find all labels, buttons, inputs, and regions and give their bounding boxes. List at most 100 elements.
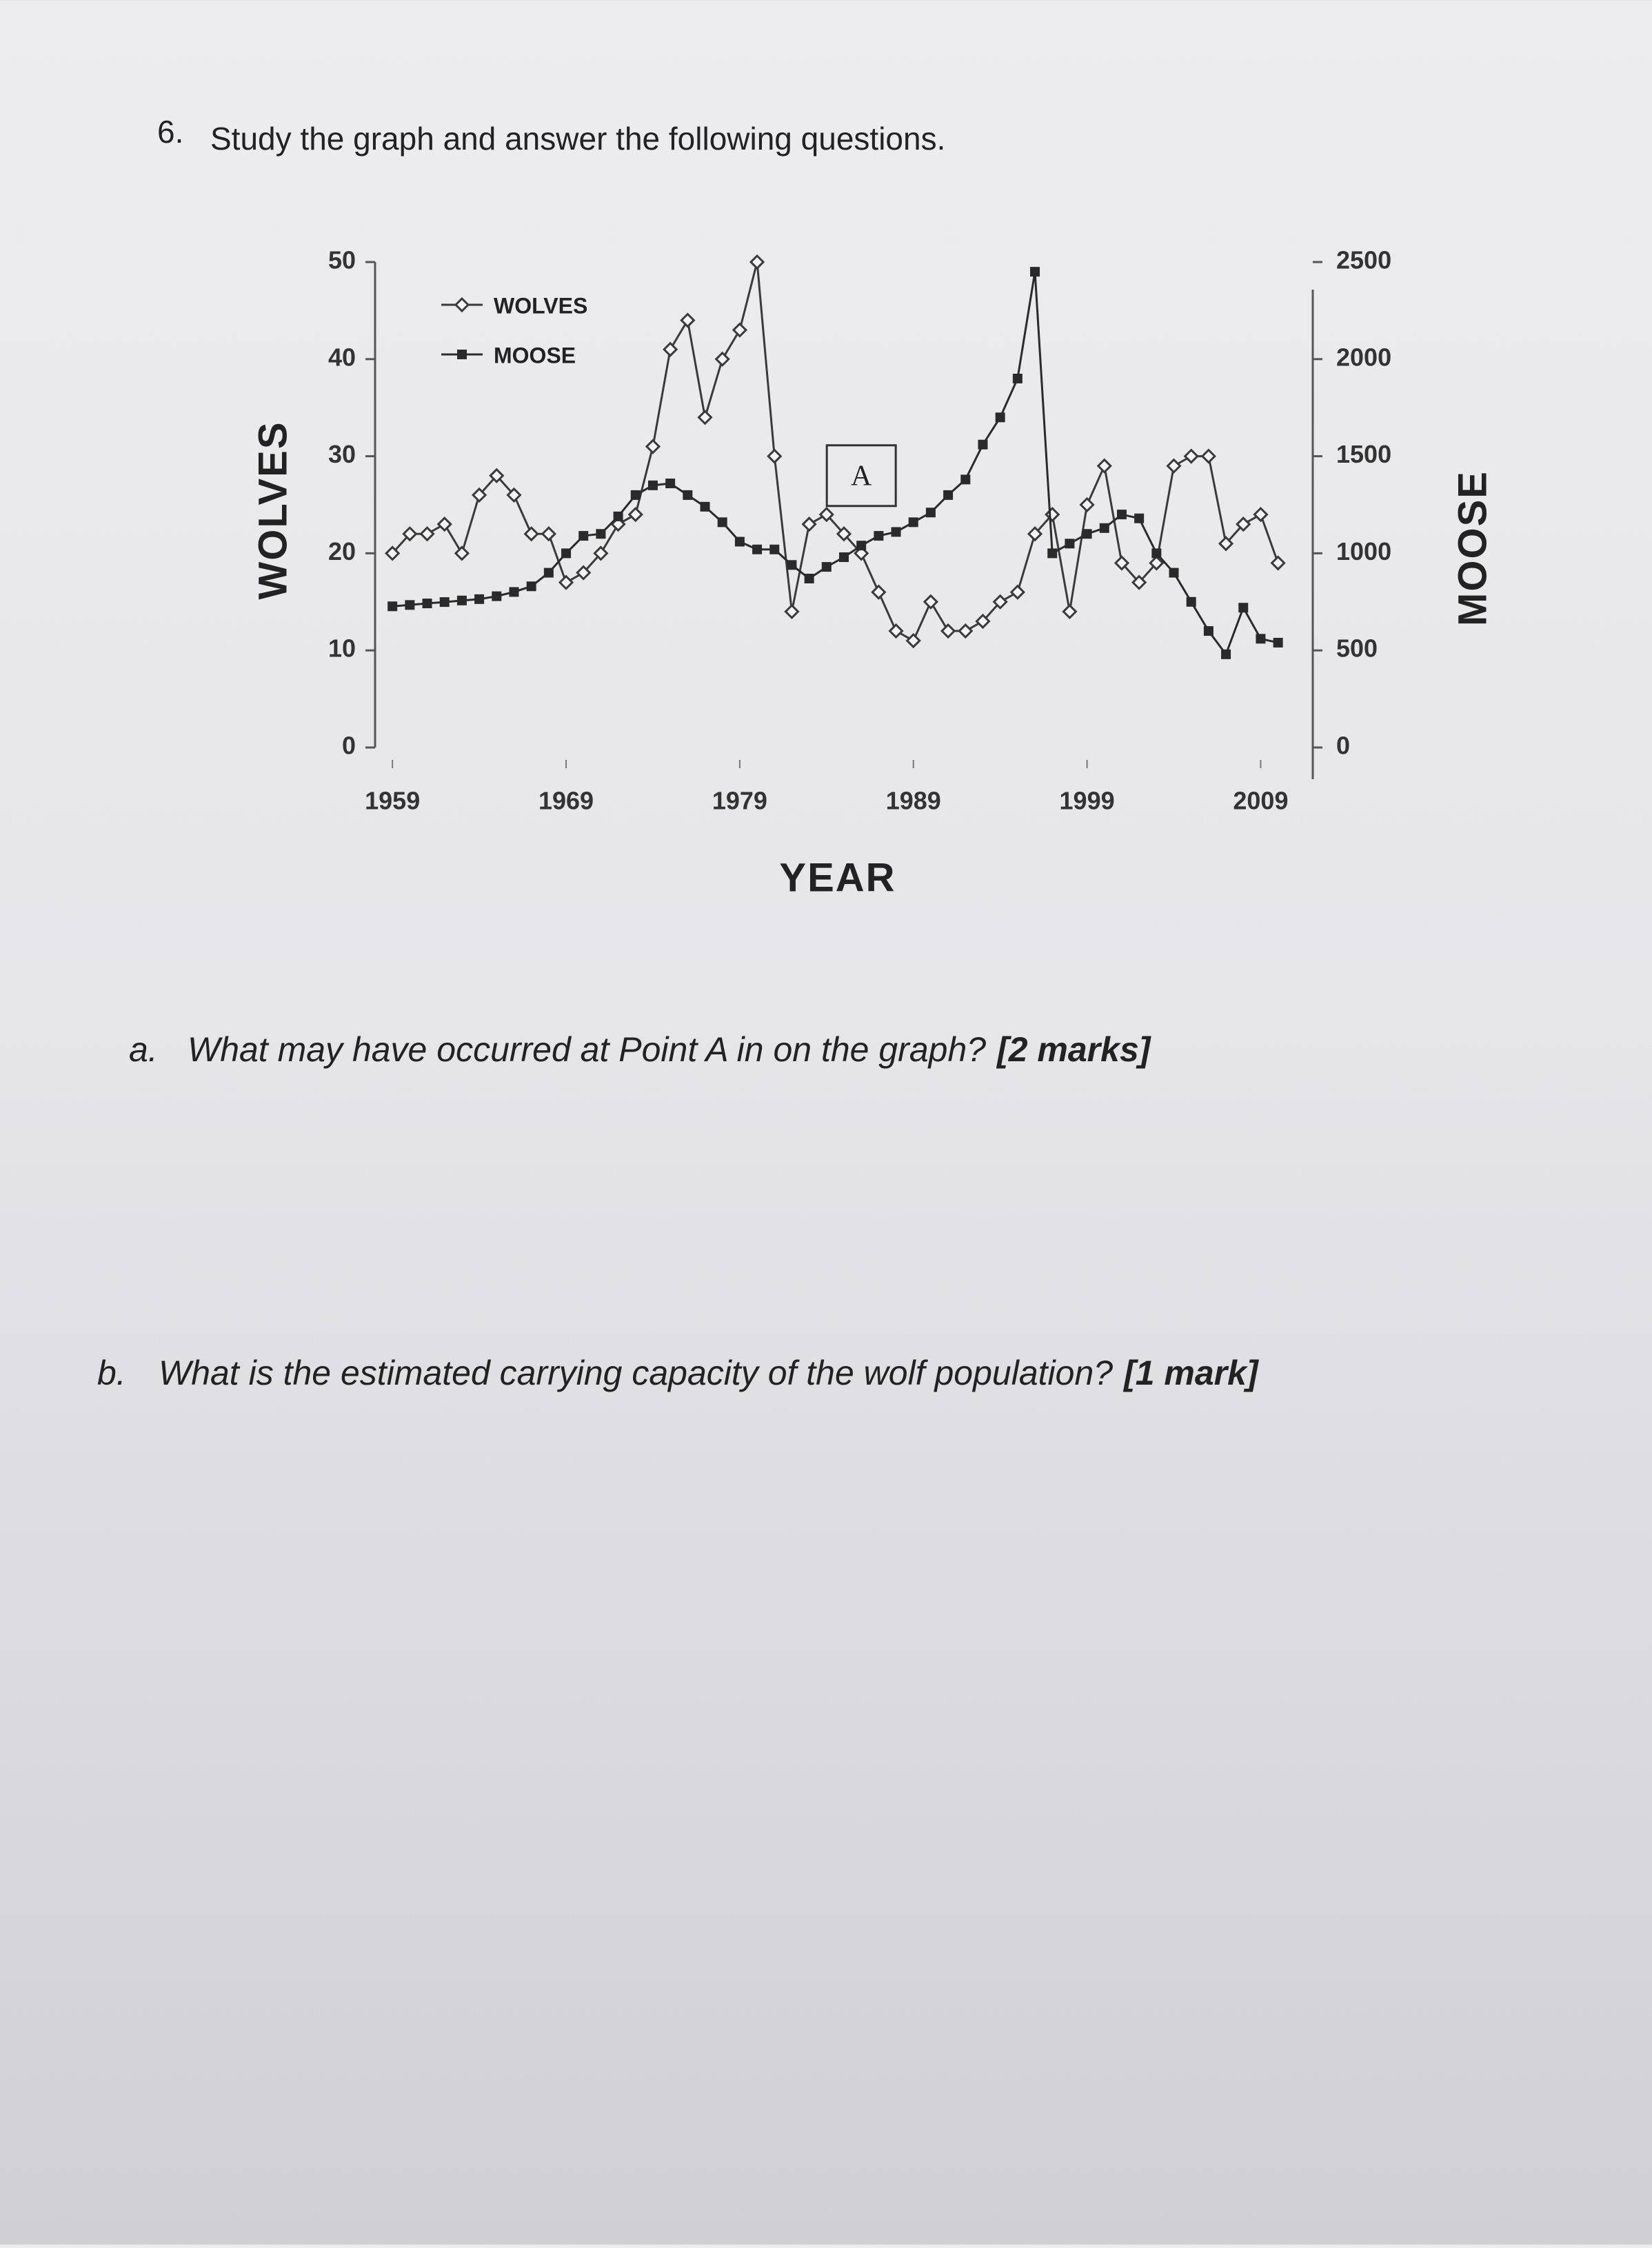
data-point — [995, 412, 1005, 423]
data-point — [541, 526, 556, 542]
data-point — [405, 600, 415, 610]
data-point — [943, 490, 954, 500]
data-point — [1027, 526, 1043, 542]
data-point — [1131, 574, 1147, 590]
data-point — [769, 544, 780, 554]
data-point — [905, 632, 921, 649]
data-point — [1062, 603, 1078, 620]
x-tick-label: 1969 — [538, 787, 594, 815]
data-point — [1116, 510, 1127, 520]
y2-tick-label: 500 — [1336, 634, 1378, 663]
part-question: What may have occurred at Point A in on … — [188, 1030, 986, 1069]
data-point — [874, 531, 884, 541]
data-point — [506, 487, 522, 503]
data-point — [578, 531, 589, 541]
data-point — [1169, 568, 1179, 578]
data-point — [960, 474, 971, 485]
data-point — [680, 312, 696, 328]
legend-marker — [457, 350, 467, 359]
data-point — [576, 565, 592, 581]
data-point — [593, 545, 609, 561]
data-point — [925, 508, 936, 518]
data-point — [1030, 267, 1040, 277]
data-point — [1134, 513, 1145, 523]
data-point — [767, 448, 783, 464]
data-point — [1079, 496, 1095, 513]
data-point — [402, 526, 418, 542]
data-point — [1200, 448, 1217, 464]
data-point — [561, 548, 572, 559]
data-point — [821, 562, 832, 572]
data-point — [836, 526, 852, 542]
data-point — [492, 591, 502, 601]
data-point — [975, 613, 991, 630]
data-point — [558, 574, 574, 590]
part-marks: [1 mark] — [1122, 1354, 1260, 1392]
data-point — [1082, 529, 1092, 539]
data-point — [958, 623, 974, 639]
y-tick-label: 30 — [328, 440, 356, 468]
data-point — [683, 490, 693, 500]
y-tick-label: 0 — [342, 732, 356, 760]
x-tick-label: 1979 — [712, 787, 767, 815]
data-point — [627, 506, 643, 523]
data-point — [732, 322, 748, 338]
question-text: Study the graph and answer the following… — [210, 121, 945, 157]
data-point — [1012, 373, 1023, 383]
y2-axis-label: MOOSE — [1450, 470, 1495, 626]
y-tick-label: 50 — [328, 246, 356, 274]
data-point — [645, 439, 661, 454]
data-point — [1009, 584, 1025, 600]
y2-tick-label: 0 — [1336, 732, 1350, 760]
data-point — [665, 479, 676, 489]
data-point — [1256, 634, 1266, 644]
legend-marker — [454, 297, 470, 313]
data-point — [543, 568, 554, 578]
data-point — [1238, 603, 1249, 613]
data-point — [1166, 458, 1182, 474]
part-question: What is the estimated carrying capacity … — [159, 1354, 1113, 1392]
x-tick-label: 2009 — [1233, 787, 1288, 815]
data-point — [891, 527, 901, 537]
legend-label: WOLVES — [494, 293, 587, 318]
data-point — [1047, 548, 1058, 559]
data-point — [509, 587, 519, 597]
data-point — [471, 487, 487, 503]
x-axis-label: YEAR — [779, 855, 896, 900]
data-point — [422, 599, 432, 609]
data-point — [1183, 448, 1199, 464]
data-point — [908, 517, 918, 528]
data-point — [717, 517, 727, 528]
data-point — [454, 545, 470, 561]
data-point — [456, 595, 467, 605]
data-point — [1221, 649, 1231, 659]
series-line — [392, 271, 1278, 656]
data-point — [1218, 536, 1234, 552]
data-point — [784, 603, 800, 620]
data-point — [871, 584, 887, 600]
data-point — [1096, 458, 1112, 474]
data-point — [439, 597, 450, 608]
data-point — [1203, 626, 1213, 636]
data-point — [1253, 506, 1269, 523]
data-point — [801, 516, 817, 532]
y2-tick-label: 2000 — [1336, 343, 1391, 371]
y-tick-label: 10 — [328, 634, 356, 663]
data-point — [749, 254, 765, 270]
x-tick-label: 1999 — [1060, 787, 1115, 815]
question-number: 6. — [157, 114, 183, 150]
data-point — [940, 623, 956, 639]
part-label: a. — [129, 1030, 158, 1069]
data-point — [787, 560, 797, 570]
part-marks: [2 marks] — [996, 1030, 1152, 1069]
annotation-box — [825, 444, 897, 508]
data-point — [489, 468, 505, 483]
legend-label: MOOSE — [494, 343, 576, 368]
data-point — [647, 480, 658, 490]
data-point — [1186, 596, 1196, 607]
data-point — [700, 501, 710, 512]
data-point — [978, 439, 988, 450]
data-point — [613, 511, 623, 521]
data-point — [856, 541, 867, 551]
